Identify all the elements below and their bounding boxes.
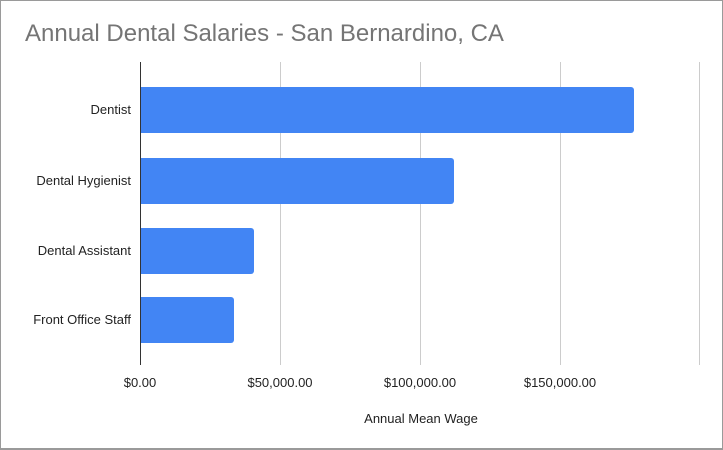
x-tick-label: $100,000.00 — [383, 375, 457, 390]
category-label: Dental Hygienist — [36, 173, 131, 188]
bar-dental-assistant[interactable] — [141, 228, 254, 274]
bar-dental-hygienist[interactable] — [141, 158, 455, 204]
gridline — [560, 62, 561, 365]
category-label: Front Office Staff — [33, 312, 131, 327]
y-axis-line — [140, 62, 141, 365]
bar-dentist[interactable] — [141, 87, 635, 133]
gridline — [280, 62, 281, 365]
bar-front-office-staff[interactable] — [141, 297, 234, 343]
x-tick-label: $150,000.00 — [523, 375, 597, 390]
category-label: Dentist — [90, 102, 131, 117]
plot-area — [140, 62, 700, 365]
gridline — [699, 62, 700, 365]
x-tick-label: $50,000.00 — [247, 375, 313, 390]
chart-title: Annual Dental Salaries - San Bernardino,… — [25, 20, 504, 47]
category-label: Dental Assistant — [37, 243, 131, 258]
x-tick-label: $0.00 — [123, 375, 157, 390]
x-axis-title: Annual Mean Wage — [364, 411, 478, 426]
gridline — [420, 62, 421, 365]
